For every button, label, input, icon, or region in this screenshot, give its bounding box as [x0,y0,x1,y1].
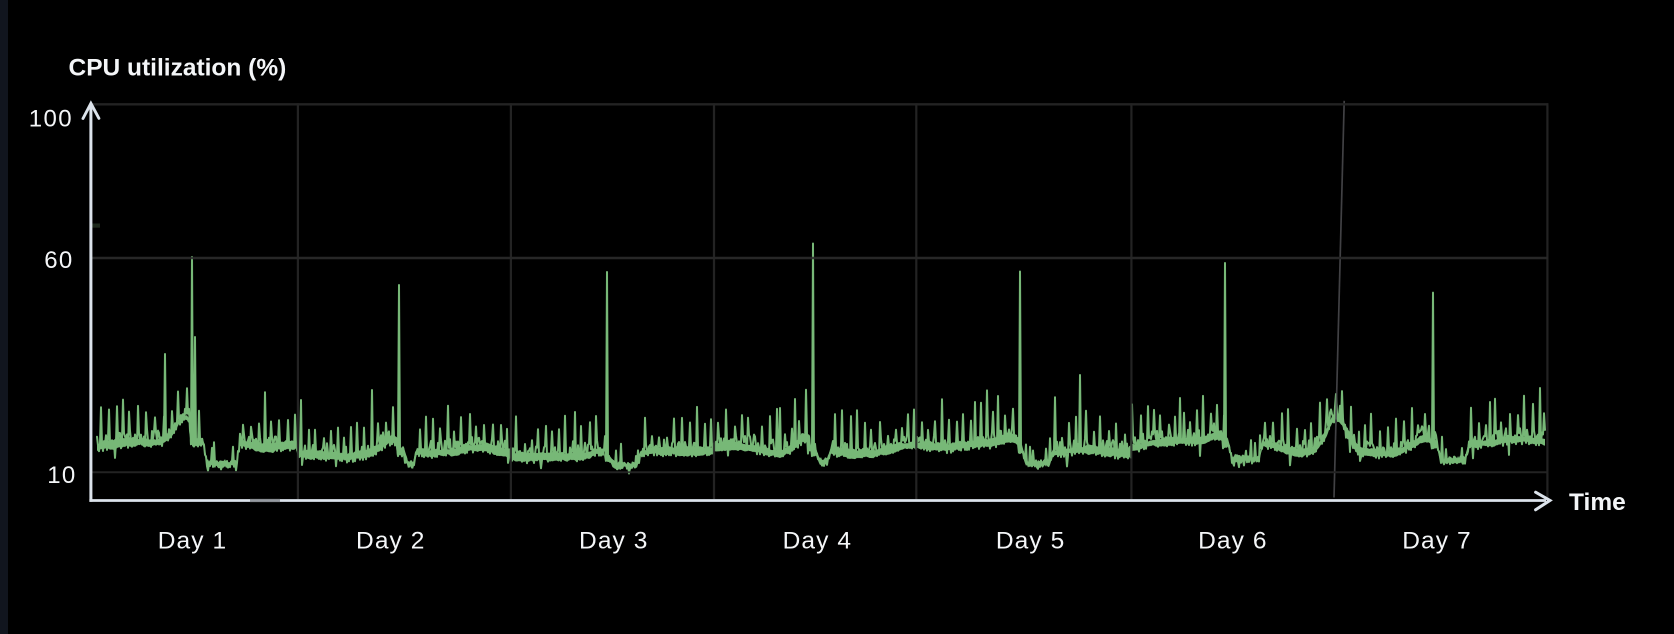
svg-text:Day 5: Day 5 [996,527,1066,554]
svg-text:Day 7: Day 7 [1402,527,1472,554]
svg-text:Time: Time [1569,489,1626,516]
svg-text:100: 100 [29,106,73,133]
svg-text:Day 3: Day 3 [579,527,649,554]
svg-text:60: 60 [44,247,74,274]
svg-text:Day 2: Day 2 [356,527,426,554]
svg-text:Day 4: Day 4 [783,527,853,554]
svg-text:Day 1: Day 1 [158,527,228,554]
svg-text:Day 6: Day 6 [1198,527,1268,554]
svg-text:10: 10 [47,462,77,489]
svg-text:CPU utilization (%): CPU utilization (%) [69,54,287,81]
